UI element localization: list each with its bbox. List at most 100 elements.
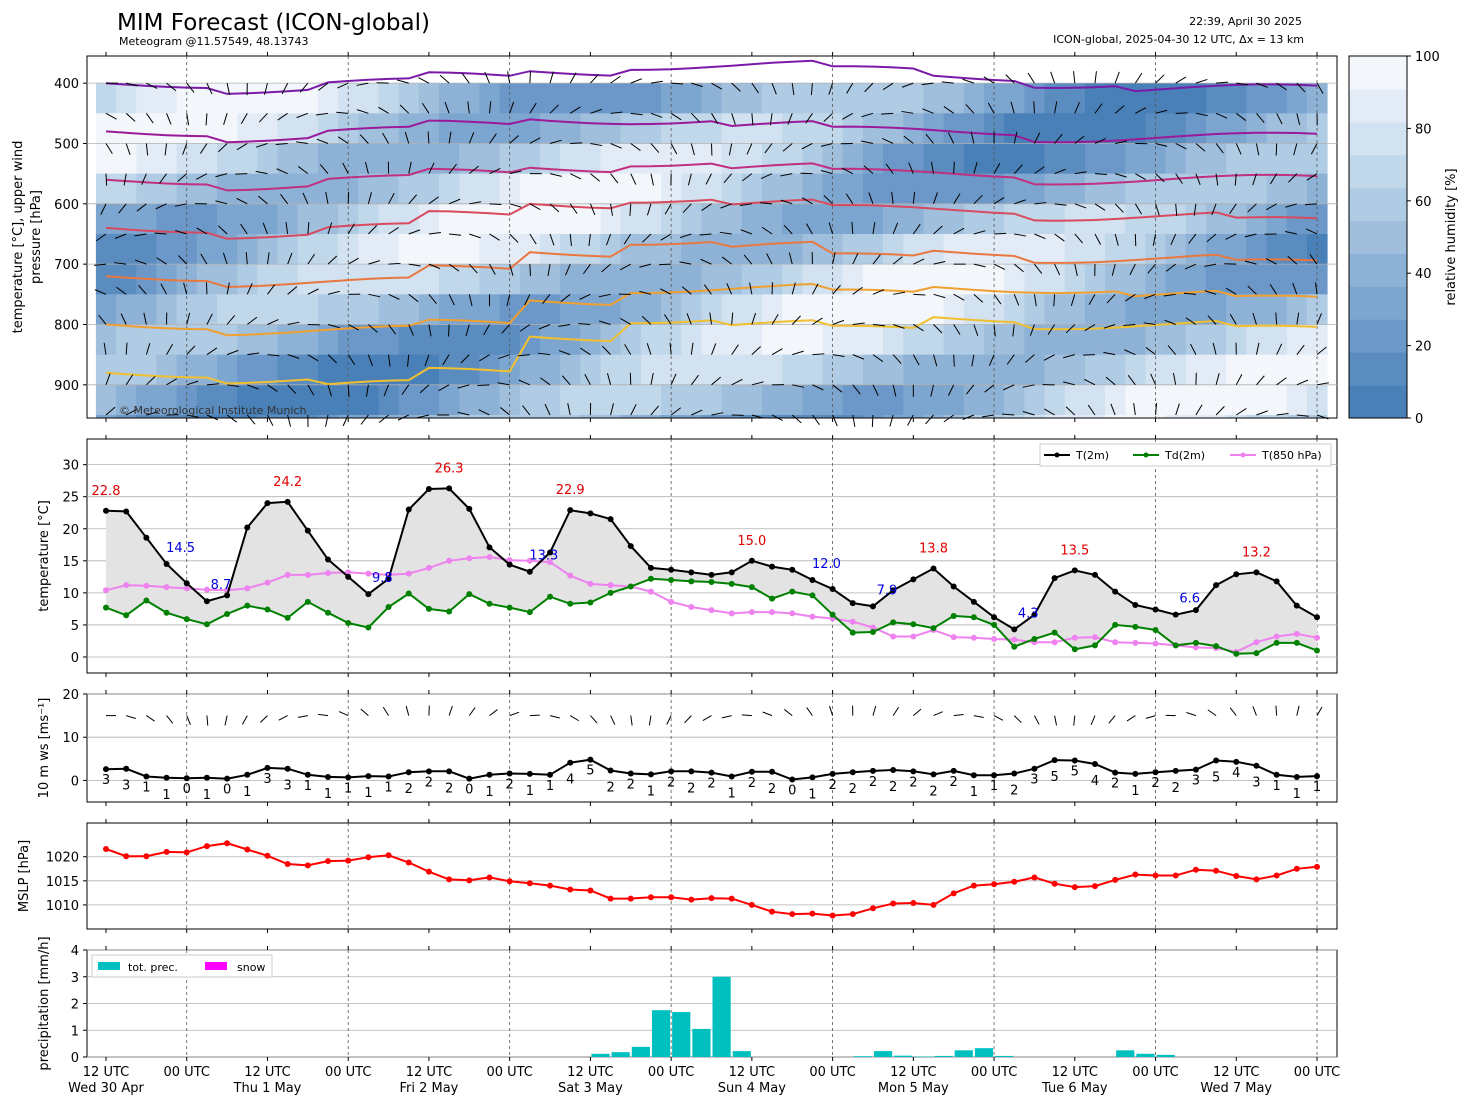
wind-barb (1125, 293, 1136, 302)
wind-barb (166, 715, 174, 724)
wind-barb (146, 376, 156, 386)
wind-barb (1276, 377, 1287, 386)
rh-cell (539, 264, 561, 295)
wind-barb (1047, 324, 1056, 335)
wind-speed-label: 1 (162, 788, 170, 803)
rh-cell (1226, 324, 1247, 356)
rh-cell (721, 354, 743, 386)
wind-barb (1235, 112, 1247, 121)
colorbar-frame (1348, 55, 1408, 419)
wind-barb (679, 233, 692, 239)
rh-cell (701, 324, 723, 356)
precip-bar (995, 1055, 1014, 1057)
wind-speed-point (688, 768, 695, 775)
rh-cell (1105, 324, 1126, 356)
rh-cell (1044, 384, 1066, 416)
rh-cell (539, 233, 561, 265)
mslp-point (547, 882, 554, 889)
wind-barb (388, 293, 400, 300)
rh-cell (842, 233, 864, 265)
rh-cell (761, 233, 783, 265)
wind-barb (1184, 263, 1197, 270)
wind-barb (116, 286, 127, 295)
wind-barb (154, 232, 167, 235)
y-axis-label: MSLP [hPa] (17, 840, 32, 912)
series-t2m-point (910, 576, 917, 583)
rh-cell (802, 203, 824, 235)
rh-cell (1064, 83, 1086, 114)
wind-speed-label: 2 (869, 775, 877, 790)
wind-barb (994, 232, 1007, 235)
wind-barb (428, 232, 441, 235)
wind-barb (650, 80, 663, 84)
wind-barb (529, 233, 537, 245)
y-axis-label: temperature [°C] (37, 500, 52, 612)
rh-cell (903, 414, 924, 419)
rh-cell (721, 113, 743, 144)
wind-barb (882, 82, 894, 91)
legend-marker (1240, 452, 1246, 458)
rh-cell (923, 414, 945, 419)
wind-barb (930, 161, 935, 174)
wind-barb (327, 255, 338, 265)
wind-barb (660, 288, 672, 295)
rh-cell (439, 173, 460, 205)
wind-speed-point (425, 768, 432, 775)
time-tick-label: 00 UTC (648, 1065, 694, 1080)
wind-barb (889, 414, 894, 427)
mslp-point (890, 900, 897, 907)
wind-speed-label: 2 (1010, 783, 1018, 798)
wind-barb (401, 384, 410, 395)
series-td2m-point (1192, 639, 1199, 646)
wind-barb (145, 343, 151, 355)
wind-barb (598, 320, 611, 325)
wind-speed-label: 2 (1172, 781, 1180, 796)
wind-barb (1252, 173, 1257, 186)
rh-cell (217, 203, 238, 235)
wind-barb (342, 162, 349, 174)
wind-barb (240, 223, 248, 235)
rh-cell (1165, 294, 1187, 325)
wind-barb (200, 253, 208, 265)
rh-cell (802, 354, 824, 386)
rh-cell (1024, 294, 1046, 325)
wind-barb (630, 173, 637, 185)
wind-barb (241, 715, 248, 725)
wind-barb (529, 71, 531, 84)
legend-label: tot. prec. (128, 961, 178, 974)
precip-bar (934, 1055, 953, 1057)
rh-cell (95, 414, 117, 419)
wind-barb (1094, 203, 1106, 211)
precip-bar (672, 1012, 691, 1057)
rh-cell (196, 83, 218, 114)
rh-cell (297, 173, 319, 205)
rh-cell (217, 294, 238, 325)
rh-cell (923, 354, 945, 386)
rh-cell (459, 294, 480, 325)
wind-barb (1155, 109, 1168, 114)
series-td2m-point (163, 609, 170, 616)
rh-cell (681, 384, 702, 416)
wind-speed-label: 4 (1091, 774, 1099, 789)
rh-cell (257, 143, 279, 175)
rh-cell (1185, 414, 1207, 419)
wind-barb (720, 203, 732, 209)
wind-barb (266, 252, 270, 265)
rh-cell (802, 173, 824, 205)
rh-cell (1205, 143, 1227, 175)
series-td2m-point (849, 629, 856, 636)
wind-barb (327, 324, 340, 329)
rh-cell (842, 384, 864, 416)
rh-cell (217, 113, 238, 144)
wind-speed-point (869, 767, 876, 774)
wind-barb (509, 233, 519, 243)
wind-barb (186, 312, 191, 325)
wind-barb (791, 83, 795, 96)
series-t2m-point (446, 485, 453, 492)
rh-cell (1044, 113, 1066, 144)
wind-barb (134, 233, 147, 237)
rh-cell (479, 143, 501, 175)
wind-speed-point (1293, 773, 1300, 780)
rh-cell (580, 264, 601, 295)
series-t850-point (103, 587, 109, 594)
